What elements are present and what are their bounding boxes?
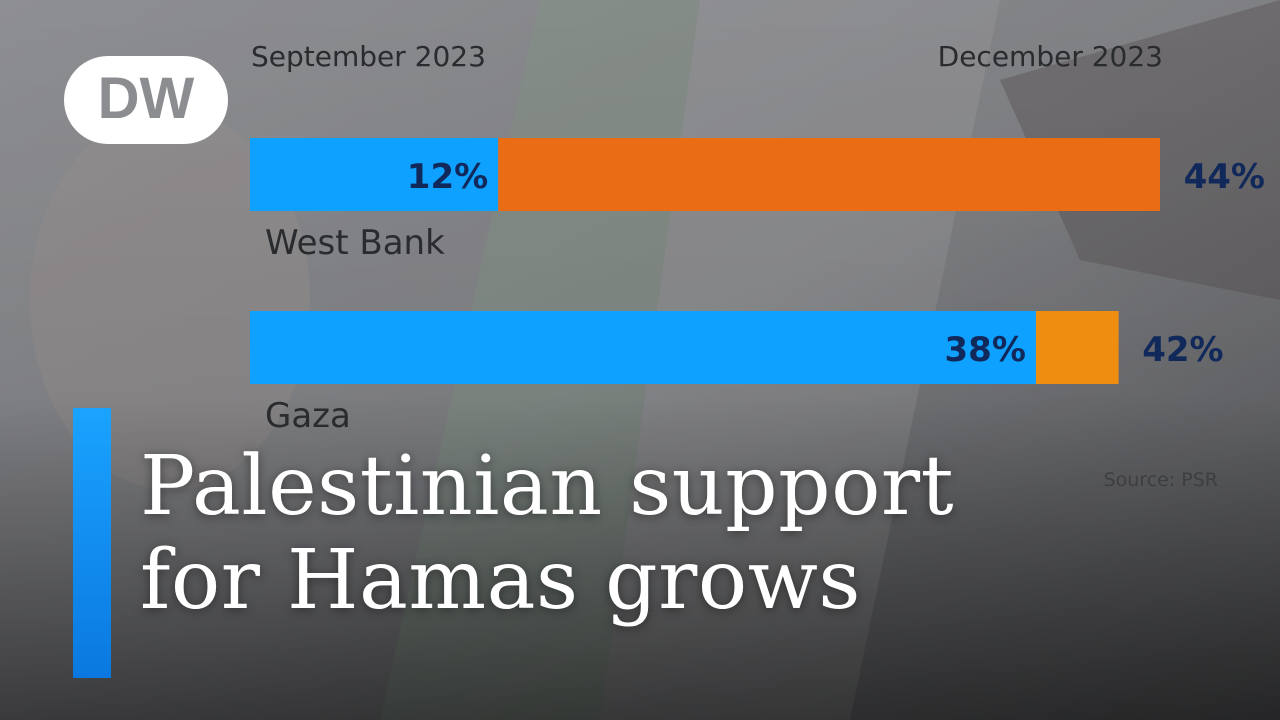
- value-label-dec-west-bank: 44%: [1184, 157, 1265, 197]
- headline: Palestinian support for Hamas grows: [140, 440, 1140, 628]
- value-label-dec-gaza: 42%: [1142, 330, 1223, 370]
- headline-line-2: for Hamas grows: [140, 533, 861, 628]
- headline-accent-bar: [73, 408, 111, 678]
- value-label-sep-gaza: 38%: [945, 330, 1026, 370]
- series-label-december: December 2023: [938, 40, 1163, 73]
- category-label-gaza: Gaza: [265, 396, 351, 436]
- bar-sep-gaza: [250, 311, 1036, 384]
- dw-logo: DW: [64, 56, 228, 144]
- headline-line-1: Palestinian support: [140, 439, 955, 534]
- value-label-sep-west-bank: 12%: [407, 157, 488, 197]
- source-note: Source: PSR: [1104, 469, 1218, 491]
- series-label-september: September 2023: [251, 40, 486, 73]
- bar-sep-west-bank: [250, 138, 499, 211]
- category-label-west-bank: West Bank: [265, 223, 445, 263]
- dw-logo-text: DW: [98, 66, 195, 131]
